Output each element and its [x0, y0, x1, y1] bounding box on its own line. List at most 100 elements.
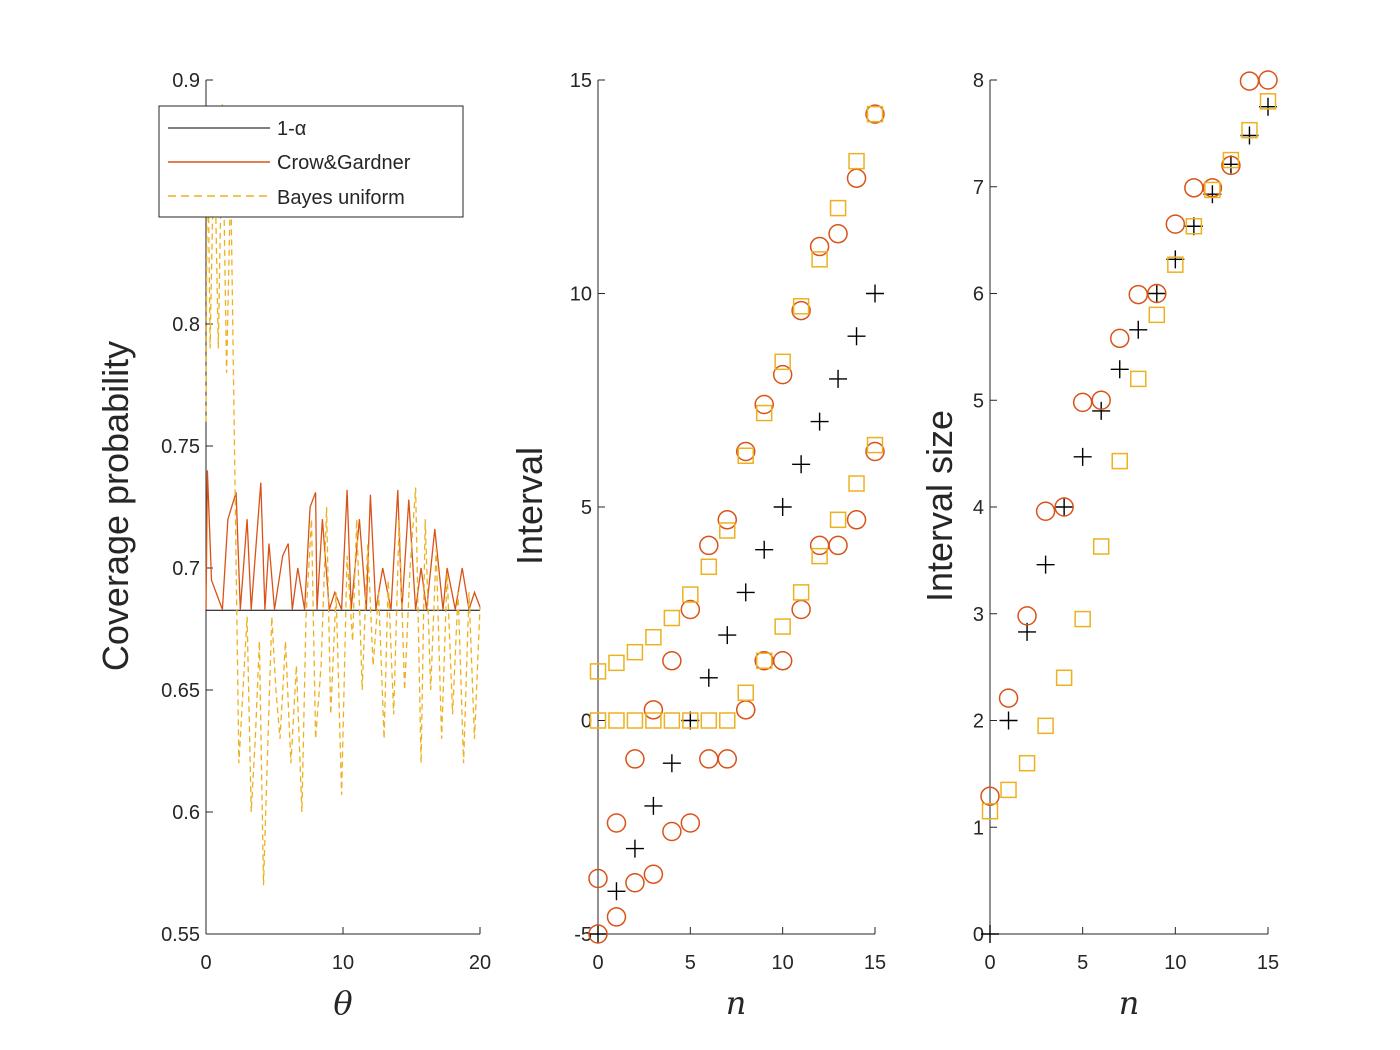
square-point-bayes-uniform — [1167, 256, 1184, 273]
interval-x-tick-label: 5 — [685, 952, 696, 974]
plus-point-n — [866, 284, 884, 303]
interval-size-x-tick-label: 5 — [1077, 952, 1088, 974]
circle-point-crow-gardner — [1109, 328, 1130, 349]
square-point-bayes-uniform-lower — [755, 652, 773, 669]
circle-point-crow-gardner — [1221, 155, 1241, 176]
coverage-y-tick-label: 0.7 — [172, 558, 200, 580]
interval-x-tick-label: 10 — [772, 952, 794, 974]
interval-size-y-tick-label: 1 — [973, 817, 984, 839]
interval-series — [588, 104, 885, 944]
plus-point-n — [773, 498, 792, 516]
plus-point-2-n — [1259, 97, 1277, 116]
series-line-bayes-uniform — [205, 104, 481, 886]
square-point-bayes-uniform-lower — [682, 712, 699, 729]
interval-x-axis-label: n — [726, 984, 747, 1022]
circle-point-crow-gardner — [1017, 606, 1037, 626]
square-point-bayes-uniform — [1074, 610, 1091, 628]
plus-point-n — [607, 882, 626, 901]
circle-point-crow-gardner-upper — [828, 223, 848, 244]
interval-size-x-tick-label: 0 — [984, 952, 995, 974]
circle-point-crow-gardner-upper — [662, 650, 682, 671]
square-point-bayes-uniform-lower — [829, 511, 847, 529]
square-point-bayes-uniform-upper — [700, 558, 718, 576]
plus-point-2-n — [999, 711, 1018, 730]
circle-point-crow-gardner — [1258, 70, 1278, 90]
square-point-bayes-uniform-upper — [848, 152, 865, 170]
plus-point-2-n — [1036, 555, 1055, 574]
square-point-bayes-uniform-lower — [848, 475, 865, 492]
square-point-bayes-uniform-lower — [626, 712, 644, 729]
plus-point-2-n — [1110, 360, 1129, 379]
square-point-bayes-uniform — [1111, 452, 1128, 470]
plus-point-n — [662, 754, 681, 773]
interval-size-chart: 0 1 2 3 4 5 6 7 8 0 5 10 15 Interval size n — [919, 70, 1279, 1022]
square-point-bayes-uniform-lower — [589, 712, 607, 729]
plus-point-n — [589, 925, 607, 943]
circle-point-crow-gardner-upper — [588, 868, 608, 889]
plus-point-2-n — [1018, 622, 1037, 641]
square-point-bayes-uniform-upper — [626, 643, 644, 661]
circle-point-crow-gardner — [980, 786, 1000, 807]
square-point-bayes-uniform-upper — [737, 447, 754, 465]
circle-point-crow-gardner-lower — [625, 873, 645, 893]
plus-point-2-n — [981, 925, 999, 943]
square-point-bayes-uniform — [1204, 181, 1221, 199]
square-point-bayes-uniform-lower — [645, 712, 662, 729]
plus-point-n — [718, 626, 737, 645]
coverage-y-tick-label: 0.8 — [172, 314, 200, 336]
plus-point-2-n — [1129, 320, 1148, 339]
square-point-bayes-uniform-lower — [663, 712, 681, 729]
interval-size-axes: 0 1 2 3 4 5 6 7 8 0 5 10 15 — [973, 70, 1279, 974]
plus-point-n — [644, 796, 663, 815]
coverage-series — [205, 104, 481, 886]
square-point-bayes-uniform-upper — [645, 628, 662, 646]
plus-point-n — [699, 668, 718, 687]
coverage-y-tick-label: 0.75 — [161, 436, 200, 458]
interval-y-tick-label: -5 — [574, 924, 592, 946]
circle-point-crow-gardner-upper — [735, 441, 756, 462]
square-point-bayes-uniform — [1241, 121, 1258, 139]
square-point-bayes-uniform-upper — [682, 586, 699, 603]
circle-point-crow-gardner-lower — [588, 924, 608, 944]
circle-point-crow-gardner-lower — [717, 749, 738, 769]
circle-point-crow-gardner — [998, 688, 1019, 708]
interval-size-y-tick-label: 3 — [973, 604, 984, 626]
plus-point-n — [792, 455, 811, 474]
square-point-bayes-uniform — [1130, 370, 1147, 388]
plus-point-2-n — [1184, 217, 1203, 236]
square-point-bayes-uniform-lower — [866, 436, 884, 454]
circle-point-crow-gardner-upper — [625, 749, 645, 769]
plus-point-2-n — [1166, 250, 1185, 269]
square-point-bayes-uniform — [1018, 754, 1036, 772]
plus-point-n — [736, 583, 755, 602]
circle-point-crow-gardner-upper — [680, 599, 701, 620]
interval-x-tick-label: 15 — [864, 952, 886, 974]
circle-point-crow-gardner-upper — [717, 510, 738, 530]
square-point-bayes-uniform-lower — [719, 712, 736, 729]
plus-point-2-n — [1073, 447, 1092, 466]
circle-point-crow-gardner — [1072, 392, 1093, 413]
square-point-bayes-uniform — [1185, 217, 1203, 235]
coverage-y-tick-label: 0.65 — [161, 680, 200, 702]
square-point-bayes-uniform-upper — [774, 353, 791, 371]
square-point-bayes-uniform — [1000, 781, 1017, 799]
interval-size-y-tick-label: 6 — [973, 284, 984, 306]
circle-point-crow-gardner-upper — [754, 394, 774, 415]
interval-size-x-axis-label: n — [1119, 984, 1140, 1022]
interval-size-y-axis-label: Interval size — [919, 410, 960, 602]
square-point-bayes-uniform-upper — [719, 522, 736, 539]
coverage-x-tick-label: 10 — [332, 952, 354, 974]
series-line-crow-gardner — [205, 470, 481, 610]
plus-point-n — [847, 327, 866, 346]
interval-size-y-tick-label: 2 — [973, 711, 984, 733]
circle-point-crow-gardner — [1091, 390, 1111, 410]
square-point-bayes-uniform — [1055, 669, 1073, 687]
circle-point-crow-gardner-upper — [606, 813, 627, 833]
circle-point-crow-gardner-lower — [846, 510, 867, 530]
interval-size-series — [980, 70, 1278, 943]
circle-point-crow-gardner-upper — [643, 700, 664, 720]
plus-point-2-n — [1055, 498, 1074, 516]
